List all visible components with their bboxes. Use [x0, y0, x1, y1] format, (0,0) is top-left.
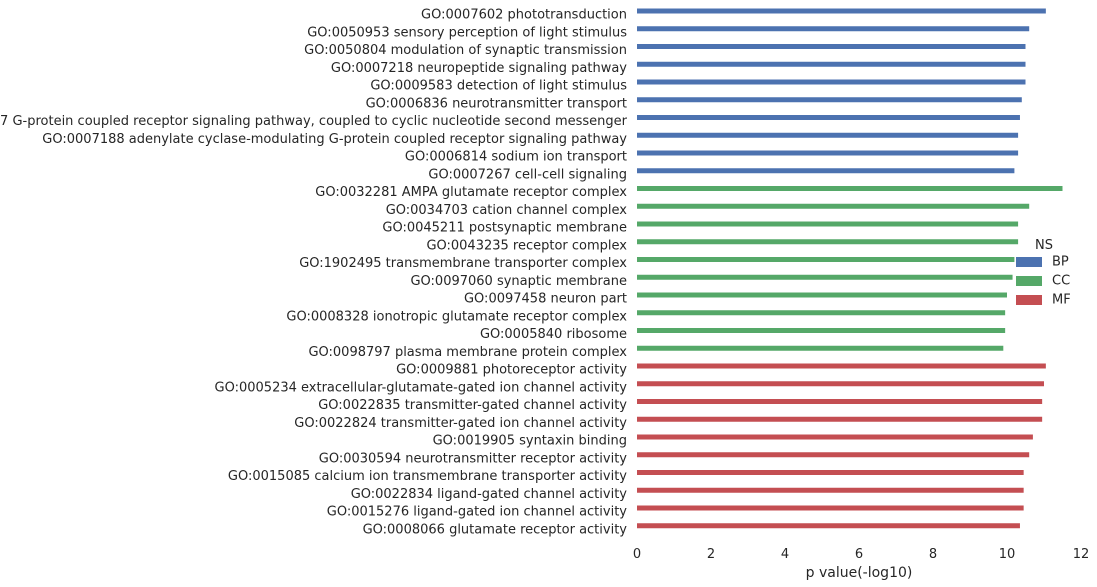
bar-cc	[637, 274, 1013, 280]
legend-swatch-mf	[1016, 295, 1042, 305]
category-label: GO:0022824 transmitter-gated ion channel…	[294, 416, 627, 431]
x-tick-label: 12	[1073, 547, 1090, 562]
bar-mf	[637, 452, 1030, 458]
bar-mf	[637, 381, 1044, 387]
bars	[637, 8, 1063, 529]
legend-title: NS	[1035, 238, 1053, 253]
category-label: GO:0030594 neurotransmitter receptor act…	[319, 451, 628, 466]
bar-mf	[637, 434, 1033, 440]
x-tick-label: 4	[781, 547, 789, 562]
category-label: GO:0019905 syntaxin binding	[433, 434, 627, 449]
bar-bp	[637, 79, 1026, 85]
category-label: GO:0009583 detection of light stimulus	[370, 79, 627, 94]
x-tick-label: 0	[633, 547, 641, 562]
category-label: GO:0009881 photoreceptor activity	[396, 363, 627, 378]
category-label: GO:0007602 phototransduction	[421, 8, 627, 23]
bar-cc	[637, 345, 1004, 351]
category-label: GO:0034703 cation channel complex	[386, 203, 628, 218]
bar-bp	[637, 44, 1026, 49]
bar-cc	[637, 257, 1015, 262]
bar-bp	[637, 150, 1019, 156]
bar-mf	[637, 523, 1020, 529]
category-label: GO:0043235 receptor complex	[426, 238, 627, 253]
legend-swatch-bp	[1016, 257, 1042, 267]
category-label: GO:0007187 G-protein coupled receptor si…	[0, 114, 628, 129]
category-label: GO:0008328 ionotropic glutamate receptor…	[286, 309, 627, 324]
category-label: GO:0045211 postsynaptic membrane	[382, 221, 627, 236]
legend: NS BP CC MF	[1016, 238, 1071, 308]
bar-bp	[637, 115, 1020, 120]
legend-label-cc: CC	[1052, 274, 1070, 289]
category-label: GO:0022835 transmitter-gated channel act…	[318, 398, 627, 413]
bar-cc	[637, 186, 1063, 191]
category-label: GO:0005840 ribosome	[480, 327, 627, 342]
bar-bp	[637, 61, 1026, 67]
category-label: GO:0097458 neuron part	[464, 292, 627, 307]
bar-cc	[637, 221, 1019, 227]
category-labels: GO:0007602 phototransduction GO:0050953 s…	[0, 8, 628, 538]
category-label: GO:0050804 modulation of synaptic transm…	[304, 43, 627, 58]
bar-mf	[637, 470, 1024, 475]
bar-bp	[637, 8, 1046, 14]
bar-bp	[637, 97, 1022, 103]
category-label: GO:0007188 adenylate cyclase-modulating …	[42, 132, 627, 147]
category-label: GO:1902495 transmembrane transporter com…	[299, 256, 627, 271]
category-label: GO:0005234 extracellular-glutamate-gated…	[215, 380, 628, 395]
category-label: GO:0007218 neuropeptide signaling pathwa…	[331, 61, 627, 76]
x-tick-label: 10	[999, 547, 1016, 562]
bar-cc	[637, 292, 1007, 298]
category-label: GO:0097060 synaptic membrane	[410, 274, 627, 289]
bar-mf	[637, 363, 1046, 369]
x-tick-label: 2	[707, 547, 715, 562]
category-label: GO:0015085 calcium ion transmembrane tra…	[228, 469, 627, 484]
bar-cc	[637, 239, 1019, 245]
legend-label-bp: BP	[1052, 255, 1069, 270]
bar-mf	[637, 505, 1024, 511]
legend-swatch-cc	[1016, 276, 1042, 286]
x-axis-ticks: 0 2 4 6 8 10 12	[633, 547, 1089, 562]
category-label: GO:0006814 sodium ion transport	[405, 150, 627, 165]
bar-mf	[637, 399, 1043, 404]
bar-mf	[637, 416, 1043, 422]
bar-bp	[637, 132, 1019, 138]
legend-label-mf: MF	[1052, 293, 1071, 308]
category-label: GO:0022834 ligand-gated channel activity	[351, 487, 628, 502]
bar-cc	[637, 310, 1006, 316]
category-label: GO:0006836 neurotransmitter transport	[366, 96, 627, 111]
bar-cc	[637, 328, 1006, 333]
category-label: GO:0007267 cell-cell signaling	[428, 167, 627, 182]
x-tick-label: 8	[929, 547, 937, 562]
category-label: GO:0098797 plasma membrane protein compl…	[308, 345, 627, 360]
category-label: GO:0008066 glutamate receptor activity	[363, 522, 628, 537]
bar-bp	[637, 26, 1030, 32]
bar-cc	[637, 203, 1030, 209]
bar-mf	[637, 487, 1024, 493]
category-label: GO:0050953 sensory perception of light s…	[307, 25, 627, 40]
category-label: GO:0032281 AMPA glutamate receptor compl…	[315, 185, 627, 200]
bar-bp	[637, 168, 1015, 174]
category-label: GO:0015276 ligand-gated ion channel acti…	[327, 505, 628, 520]
x-tick-label: 6	[855, 547, 863, 562]
x-axis-label: p value(-log10)	[806, 565, 913, 581]
